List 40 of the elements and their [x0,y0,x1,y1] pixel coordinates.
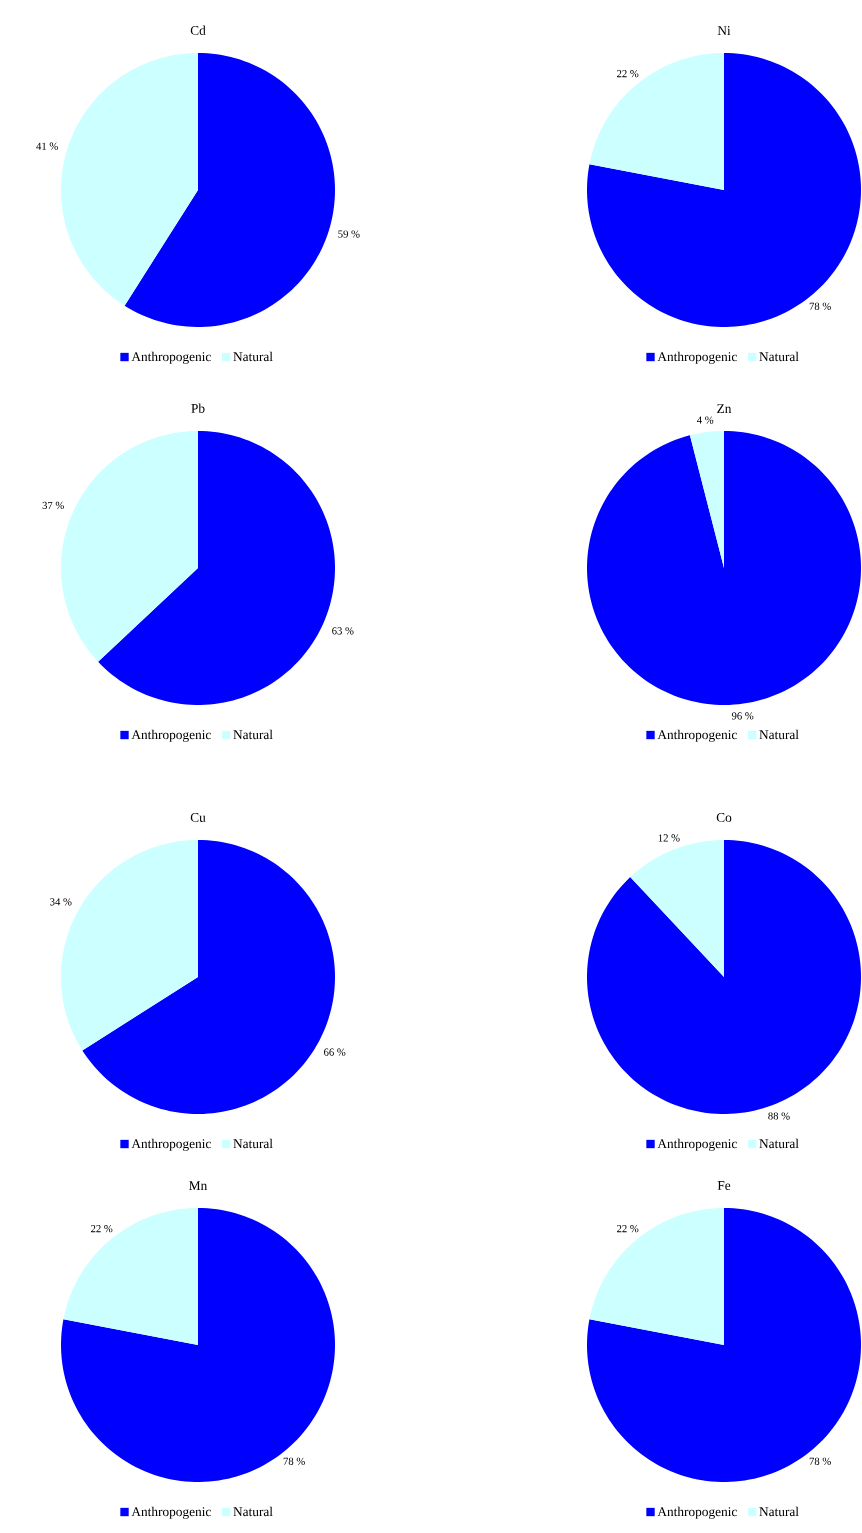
data-label: 78 % [809,302,831,310]
legend-label: Anthropogenic [131,729,211,742]
legend-label: Natural [759,729,799,740]
data-label: 34 % [50,898,72,906]
data-label: 66 % [324,1048,346,1056]
data-label: 78 % [809,1457,831,1465]
chart-title: Co [716,812,732,822]
data-label: 12 % [658,834,680,842]
chart-title: Ni [717,26,731,35]
legend-label: Anthropogenic [131,351,211,364]
data-label: 41 % [36,142,58,150]
data-label: 63 % [332,627,354,635]
data-label: 22 % [617,1225,639,1233]
legend-label: Natural [759,1138,799,1149]
legend-label: Anthropogenic [657,729,737,742]
chart-title: Zn [717,404,732,413]
legend-label: Natural [233,351,273,362]
data-label: 96 % [731,712,754,720]
data-label: 4 % [697,416,714,424]
data-label: 22 % [617,70,639,78]
legend-label: Anthropogenic [131,1506,211,1519]
data-label: 22 % [91,1225,113,1233]
data-label: 37 % [42,501,64,510]
chart-title: Fe [717,1181,731,1190]
legend-label: Natural [759,351,799,362]
legend-label: Natural [233,1138,273,1149]
chart-title: Pb [191,403,205,413]
legend-label: Anthropogenic [657,351,737,364]
legend-label: Anthropogenic [131,1138,211,1151]
legend-label: Anthropogenic [657,1506,737,1519]
legend-label: Natural [233,1506,273,1517]
chart-title: Mn [189,1181,208,1190]
legend-label: Anthropogenic [657,1138,737,1151]
chart-title: Cd [190,25,206,35]
legend-label: Natural [233,729,273,740]
chart-title: Cu [190,812,206,822]
data-label: 78 % [283,1457,305,1465]
legend-label: Natural [759,1506,799,1517]
data-label: 88 % [768,1112,790,1120]
data-label: 59 % [338,230,360,238]
